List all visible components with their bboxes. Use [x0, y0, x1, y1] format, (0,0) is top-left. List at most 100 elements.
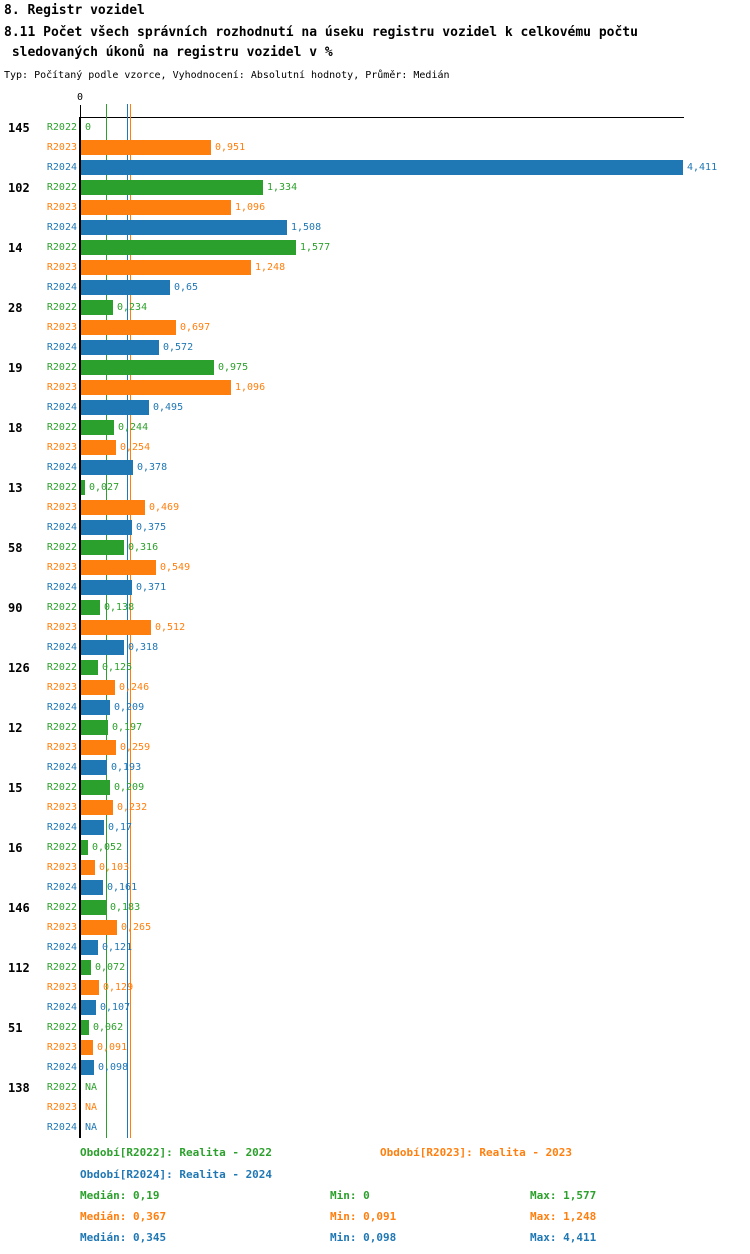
stats-2024-max: Max: 4,411	[530, 1231, 597, 1244]
value-label-R2022: 0,209	[114, 782, 145, 793]
group-label: 146	[8, 901, 30, 915]
series-label-R2023: R2023	[46, 382, 77, 393]
value-label-R2022: 0,125	[102, 662, 133, 673]
bar-R2023	[81, 500, 145, 515]
bar-R2022	[81, 540, 124, 555]
bar-R2024	[81, 220, 287, 235]
value-label-R2024: 0,098	[98, 1062, 129, 1073]
bar-R2024	[81, 880, 103, 895]
x-axis-line	[80, 117, 684, 118]
value-label-R2022: 0,027	[89, 482, 120, 493]
series-label-R2023: R2023	[46, 802, 77, 813]
series-label-R2022: R2022	[46, 782, 77, 793]
bar-R2024	[81, 280, 170, 295]
value-label-R2022: 0,138	[104, 602, 135, 613]
value-label-R2024: 0,193	[111, 762, 142, 773]
series-label-R2024: R2024	[46, 162, 77, 173]
value-label-R2023: 0,512	[155, 622, 186, 633]
value-label-R2024: 0,572	[163, 342, 194, 353]
legend-period-2023: Období[R2023]: Realita - 2023	[380, 1146, 573, 1159]
bar-R2023	[81, 320, 176, 335]
chart-subtitle-line1: 8.11 Počet všech správních rozhodnutí na…	[4, 25, 638, 40]
series-label-R2024: R2024	[46, 582, 77, 593]
value-label-R2023: 0,129	[103, 982, 134, 993]
group-label: 16	[8, 841, 23, 855]
value-label-R2022: 0,052	[92, 842, 123, 853]
value-label-R2023: 0,246	[119, 682, 150, 693]
series-label-R2023: R2023	[46, 682, 77, 693]
legend-period-2022: Období[R2022]: Realita - 2022	[80, 1146, 273, 1159]
value-label-R2023: 0,232	[117, 802, 148, 813]
bar-R2022	[81, 480, 85, 495]
bar-R2023	[81, 920, 117, 935]
series-label-R2024: R2024	[46, 702, 77, 713]
value-label-R2023: 1,248	[255, 262, 286, 273]
series-label-R2024: R2024	[46, 222, 77, 233]
value-label-R2022: 0,234	[117, 302, 148, 313]
bar-R2024	[81, 1060, 94, 1075]
bar-R2022	[81, 240, 296, 255]
value-label-R2024: 0,375	[136, 522, 167, 533]
series-label-R2022: R2022	[46, 542, 77, 553]
x-axis-tick	[80, 105, 81, 117]
value-label-R2024: 0,121	[102, 942, 133, 953]
bar-R2024	[81, 1000, 96, 1015]
x-axis-tick-label: 0	[76, 92, 84, 103]
series-label-R2024: R2024	[46, 1122, 77, 1133]
value-label-R2022: 0,244	[118, 422, 149, 433]
group-label: 102	[8, 181, 30, 195]
series-label-R2023: R2023	[46, 142, 77, 153]
series-label-R2024: R2024	[46, 1002, 77, 1013]
series-label-R2024: R2024	[46, 462, 77, 473]
value-label-R2022: 0	[85, 122, 92, 133]
group-label: 12	[8, 721, 23, 735]
bar-R2023	[81, 740, 116, 755]
stats-2022-min: Min: 0	[330, 1189, 370, 1202]
value-label-R2023: 0,549	[160, 562, 191, 573]
series-label-R2023: R2023	[46, 742, 77, 753]
bar-R2022	[81, 900, 106, 915]
group-label: 15	[8, 781, 23, 795]
bar-R2022	[81, 300, 113, 315]
bar-R2024	[81, 580, 132, 595]
group-label: 19	[8, 361, 23, 375]
series-label-R2023: R2023	[46, 202, 77, 213]
series-label-R2022: R2022	[46, 842, 77, 853]
chart-meta-line: Typ: Počítaný podle vzorce, Vyhodnocení:…	[4, 70, 450, 81]
legend-period-2024: Období[R2024]: Realita - 2024	[80, 1168, 273, 1181]
series-label-R2023: R2023	[46, 982, 77, 993]
stats-2024-min: Min: 0,098	[330, 1231, 397, 1244]
value-label-R2022: NA	[85, 1082, 98, 1093]
bar-R2024	[81, 820, 104, 835]
series-label-R2023: R2023	[46, 1102, 77, 1113]
series-label-R2022: R2022	[46, 1022, 77, 1033]
series-label-R2022: R2022	[46, 122, 77, 133]
series-label-R2022: R2022	[46, 722, 77, 733]
bar-R2022	[81, 180, 263, 195]
bar-R2024	[81, 700, 110, 715]
bar-R2024	[81, 760, 107, 775]
value-label-R2024: 4,411	[687, 162, 718, 173]
series-label-R2022: R2022	[46, 362, 77, 373]
bar-R2024	[81, 460, 133, 475]
value-label-R2024: NA	[85, 1122, 98, 1133]
value-label-R2022: 0,062	[93, 1022, 124, 1033]
series-label-R2022: R2022	[46, 482, 77, 493]
bar-R2024	[81, 520, 132, 535]
value-label-R2023: 0,951	[215, 142, 246, 153]
stats-2022-max: Max: 1,577	[530, 1189, 597, 1202]
value-label-R2022: 1,577	[300, 242, 331, 253]
page-title: 8. Registr vozidel	[4, 3, 145, 18]
series-label-R2023: R2023	[46, 562, 77, 573]
bar-R2022	[81, 600, 100, 615]
bar-R2024	[81, 340, 159, 355]
bar-R2023	[81, 560, 156, 575]
value-label-R2023: 0,259	[120, 742, 151, 753]
series-label-R2022: R2022	[46, 962, 77, 973]
bar-R2024	[81, 400, 149, 415]
series-label-R2023: R2023	[46, 262, 77, 273]
value-label-R2022: 0,316	[128, 542, 159, 553]
series-label-R2023: R2023	[46, 622, 77, 633]
value-label-R2023: 0,103	[99, 862, 130, 873]
value-label-R2022: 0,197	[112, 722, 143, 733]
